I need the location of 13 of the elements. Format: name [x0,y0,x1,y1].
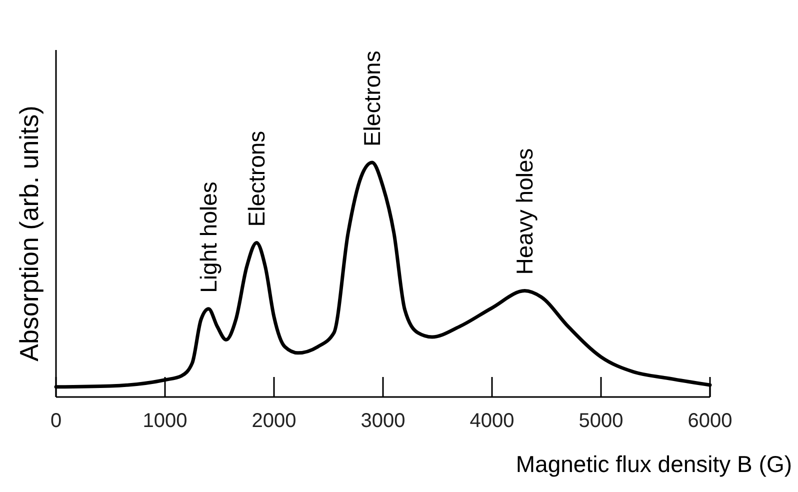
annotation: Heavy holes [512,148,538,275]
x-tick-label: 4000 [470,410,514,432]
x-axis-title: Magnetic flux density B (G) [516,451,792,477]
annotation: Electrons [244,130,270,227]
y-axis-title: Absorption (arb. units) [14,106,44,362]
annotation: Electrons [359,50,386,147]
x-tick-label: 0 [50,410,62,432]
annotation: Light holes [196,182,222,293]
x-tick-label: 1000 [142,410,188,432]
x-tick-label: 5000 [578,410,624,432]
x-tick-label: 2000 [252,410,296,432]
x-tick-label: 6000 [688,410,732,432]
x-tick-label: 3000 [360,410,406,432]
